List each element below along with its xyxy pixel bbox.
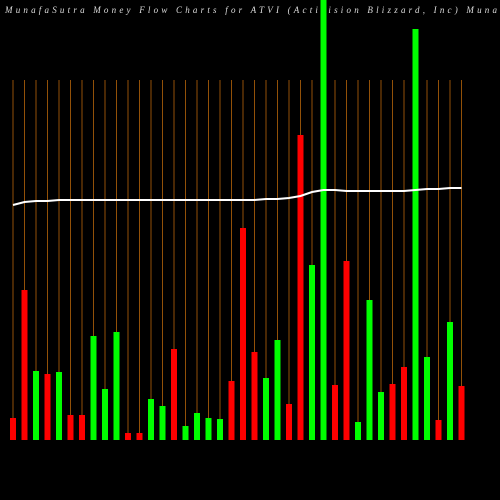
bar: [447, 322, 453, 440]
bar: [320, 0, 327, 440]
bar: [10, 418, 16, 440]
bar: [389, 384, 396, 440]
chart-title: MunafaSutra Money Flow Charts for ATVI (…: [4, 5, 497, 15]
bar: [182, 426, 189, 440]
bar: [44, 374, 51, 440]
bar: [205, 418, 212, 440]
bar: [355, 422, 361, 440]
bar: [458, 386, 465, 440]
bar: [343, 261, 350, 440]
bar: [412, 29, 419, 440]
bar: [159, 406, 166, 440]
bar: [194, 413, 200, 440]
bar: [67, 415, 74, 440]
bar: [251, 352, 258, 440]
bar: [366, 300, 373, 440]
bar: [435, 420, 442, 440]
bar: [297, 135, 304, 440]
bar: [102, 389, 108, 440]
bar: [125, 433, 131, 440]
bar: [56, 372, 62, 440]
bar: [263, 378, 269, 440]
bar: [90, 336, 97, 440]
bar: [309, 265, 315, 440]
bar: [378, 392, 384, 440]
bar: [33, 371, 39, 440]
bar: [240, 228, 246, 440]
bar: [217, 419, 223, 440]
bar: [424, 357, 430, 440]
bar: [171, 349, 177, 440]
bar: [274, 340, 281, 440]
bar: [228, 381, 235, 440]
bar: [401, 367, 407, 440]
bar: [21, 290, 28, 440]
bar: [136, 433, 143, 440]
bar: [113, 332, 120, 440]
bar: [332, 385, 338, 440]
bar: [286, 404, 292, 440]
bar: [148, 399, 154, 440]
line: [12, 187, 462, 206]
bar: [79, 415, 85, 440]
